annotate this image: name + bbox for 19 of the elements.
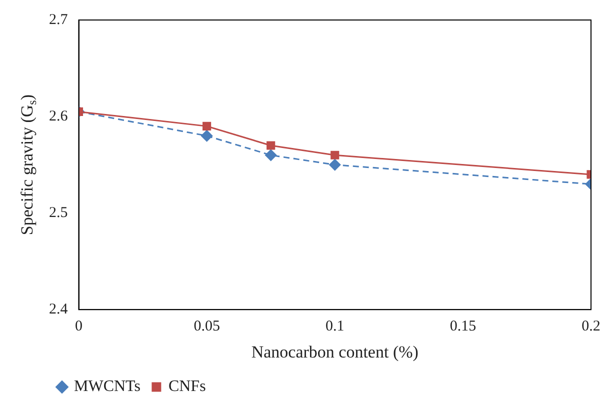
point	[201, 130, 213, 142]
y-tick-label: 2.6	[49, 108, 68, 124]
x-tick-label: 0.1	[326, 318, 344, 335]
x-tick-label: 0.05	[194, 318, 220, 335]
legend-label: MWCNTs	[74, 378, 140, 396]
x-tick-label: 0.15	[450, 318, 476, 335]
x-tick-label: 0.2	[582, 318, 600, 335]
x-axis-title: Nanocarbon content (%)	[251, 342, 418, 362]
point	[266, 141, 276, 150]
point	[330, 150, 340, 160]
y-axis-title: Specific gravity (Gs)	[17, 94, 40, 236]
x-tick-label: 0	[75, 318, 82, 335]
point	[329, 159, 341, 171]
y-tick-label: 2.5	[49, 205, 68, 222]
point	[202, 122, 212, 130]
y-tick-label: 2.4	[49, 302, 68, 318]
point	[265, 149, 277, 161]
y-tick-label: 2.7	[49, 12, 68, 28]
legend-label: CNFs	[168, 378, 206, 396]
